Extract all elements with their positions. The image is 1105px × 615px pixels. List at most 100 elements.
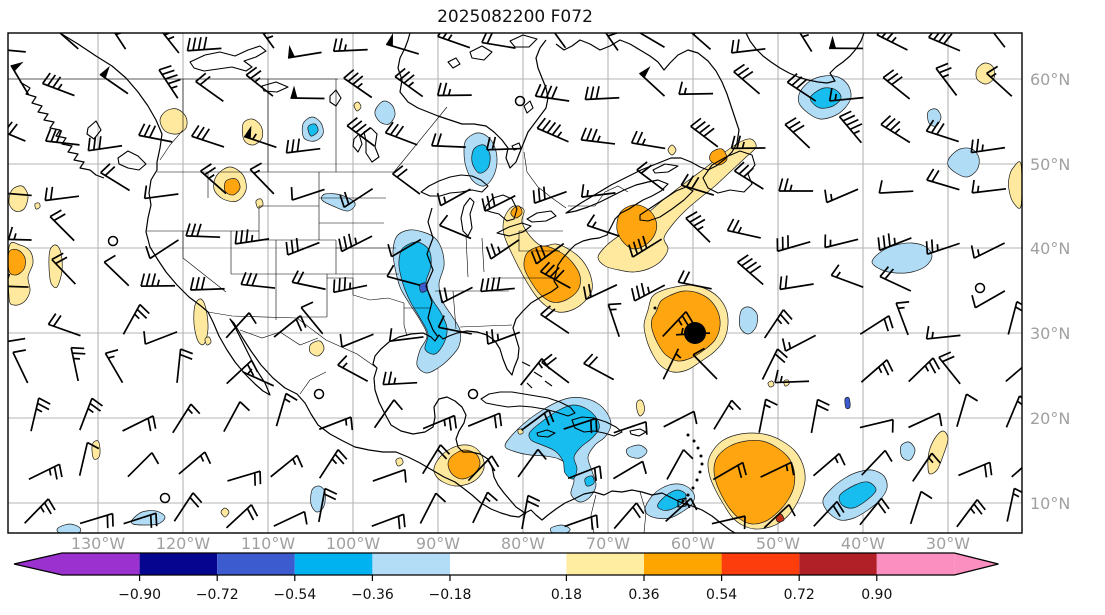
wind-barb — [176, 348, 194, 383]
barb-tick-10kt — [180, 348, 194, 355]
barb-tick-10kt — [741, 70, 754, 80]
small-island-dot — [699, 454, 703, 458]
barb-staff — [974, 290, 1006, 309]
barb-staff — [1011, 466, 1022, 478]
barb-tick-10kt — [285, 392, 298, 401]
colorbar-segment — [372, 553, 450, 575]
barb-tick-5kt — [898, 306, 905, 310]
barb-flag-50kt — [639, 66, 651, 78]
barb-staff — [78, 442, 89, 476]
wind-barb — [30, 397, 51, 432]
barb-tick-10kt — [332, 38, 338, 52]
political-border — [639, 491, 647, 533]
wind-barb — [763, 504, 796, 529]
barb-tick-10kt — [882, 235, 886, 249]
barb-tick-10kt — [164, 74, 178, 80]
colorbar-segment — [450, 553, 567, 575]
anomaly-shading-patches — [8, 62, 1022, 533]
wind-barb — [143, 331, 178, 345]
wind-barb — [79, 512, 114, 529]
barb-tick-10kt — [778, 178, 784, 192]
barb-tick-10kt — [776, 348, 788, 359]
barb-tick-10kt — [249, 162, 262, 171]
island-or-lake-outline — [460, 197, 475, 237]
barb-tick-5kt — [407, 81, 415, 87]
barb-tick-5kt — [292, 458, 297, 466]
barb-staff — [419, 492, 437, 524]
barb-tick-10kt — [975, 138, 980, 152]
anomaly-patch — [713, 439, 796, 525]
anomaly-patch — [353, 101, 362, 112]
wind-barb — [636, 161, 665, 192]
barb-tick-10kt — [887, 233, 891, 247]
barb-tick-10kt — [677, 270, 685, 283]
barb-tick-10kt — [143, 331, 147, 345]
wind-barb — [99, 65, 129, 95]
barb-tick-10kt — [339, 194, 345, 208]
barb-tick-10kt — [491, 277, 495, 291]
barb-tick-10kt — [334, 453, 345, 465]
wind-barb — [438, 286, 473, 304]
barb-tick-10kt — [641, 461, 647, 475]
barb-tick-10kt — [196, 126, 205, 139]
wind-barb — [387, 238, 422, 258]
wind-barb — [291, 270, 326, 291]
small-island-dot — [691, 486, 695, 490]
barb-staff — [763, 504, 790, 529]
barb-tick-10kt — [152, 415, 157, 429]
barb-tick-10kt — [204, 166, 216, 176]
lat-tick-label: 50°N — [1030, 155, 1070, 174]
wind-barb — [774, 369, 810, 384]
barb-tick-10kt — [399, 71, 411, 81]
barb-tick-10kt — [199, 75, 211, 86]
barb-tick-10kt — [323, 493, 337, 501]
barb-tick-10kt — [635, 285, 641, 299]
colorbar-tick-label: 0.18 — [551, 587, 582, 603]
barb-tick-10kt — [680, 173, 689, 186]
barb-tick-5kt — [924, 365, 930, 372]
wind-barb — [437, 315, 472, 335]
barb-tick-10kt — [485, 277, 490, 292]
barb-tick-10kt — [925, 119, 935, 132]
barb-tick-10kt — [290, 187, 294, 201]
barb-tick-10kt — [693, 411, 698, 425]
barb-tick-5kt — [35, 407, 43, 413]
colorbar-tick-label: −0.90 — [118, 587, 161, 603]
barb-tick-5kt — [537, 362, 544, 369]
island-or-lake-outline — [189, 45, 267, 72]
calm-wind-circle — [467, 388, 479, 400]
barb-tick-10kt — [884, 450, 893, 462]
wind-barb — [830, 264, 864, 289]
barb-tick-10kt — [1013, 487, 1022, 494]
barb-staff — [908, 412, 940, 429]
barb-tick-10kt — [388, 328, 393, 342]
barb-tick-10kt — [832, 505, 841, 518]
small-island-dot — [698, 470, 702, 474]
barb-tick-10kt — [828, 87, 833, 102]
wind-barb — [386, 264, 421, 287]
barb-tick-5kt — [853, 130, 860, 135]
wind-barb — [970, 138, 1006, 154]
wind-barb — [285, 138, 321, 154]
barb-tick-10kt — [971, 179, 975, 193]
barb-tick-5kt — [133, 313, 140, 320]
barb-tick-5kt — [356, 82, 363, 89]
wind-barb — [143, 185, 179, 200]
barb-tick-10kt — [976, 499, 986, 511]
small-island-dot — [696, 446, 700, 450]
barb-tick-10kt — [1019, 395, 1022, 399]
wind-barb — [10, 61, 30, 95]
barb-staff — [12, 352, 29, 384]
barb-tick-10kt — [197, 37, 202, 51]
wind-barb — [781, 334, 817, 352]
wind-barb — [337, 355, 369, 383]
barb-tick-10kt — [303, 511, 308, 525]
wind-barb — [909, 490, 933, 525]
barb-tick-10kt — [396, 168, 408, 178]
barb-tick-10kt — [387, 371, 393, 385]
colorbar-tick-label: 0.72 — [784, 587, 815, 603]
barb-tick-10kt — [549, 266, 560, 278]
barb-tick-10kt — [296, 138, 301, 152]
wind-barb — [726, 218, 761, 239]
wind-barb — [140, 273, 176, 288]
